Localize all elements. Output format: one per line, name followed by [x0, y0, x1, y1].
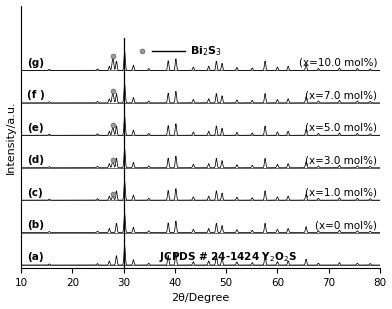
- Text: (x=0 mol%): (x=0 mol%): [315, 220, 377, 230]
- Text: JCPDS # 24-1424 Y$_2$O$_2$S: JCPDS # 24-1424 Y$_2$O$_2$S: [160, 250, 298, 264]
- Text: (d): (d): [27, 155, 44, 165]
- X-axis label: 2θ/Degree: 2θ/Degree: [171, 294, 230, 303]
- Text: (x=1.0 mol%): (x=1.0 mol%): [305, 188, 377, 197]
- Text: (c): (c): [27, 188, 43, 197]
- Text: (b): (b): [27, 220, 44, 230]
- Text: (e): (e): [27, 123, 44, 133]
- Y-axis label: Intensity/a.u.: Intensity/a.u.: [5, 100, 16, 174]
- Text: (x=5.0 mol%): (x=5.0 mol%): [305, 123, 377, 133]
- Text: (a): (a): [27, 252, 44, 262]
- Text: (x=7.0 mol%): (x=7.0 mol%): [305, 90, 377, 100]
- Text: (g): (g): [27, 58, 44, 68]
- Text: (x=3.0 mol%): (x=3.0 mol%): [305, 155, 377, 165]
- Text: Bi$_2$S$_3$: Bi$_2$S$_3$: [190, 44, 222, 58]
- Text: (x=10.0 mol%): (x=10.0 mol%): [299, 58, 377, 68]
- Text: (f ): (f ): [27, 90, 45, 100]
